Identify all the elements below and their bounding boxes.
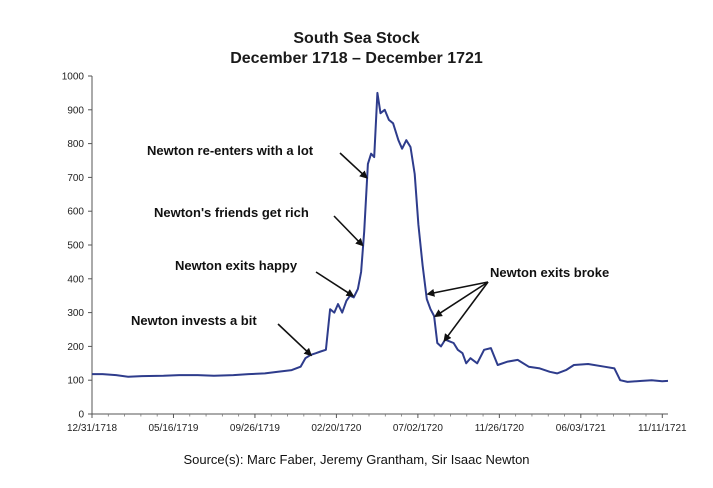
annotation-arrow (277, 323, 313, 357)
annotation-arrow (333, 215, 364, 247)
x-tick-label: 07/02/1720 (393, 423, 443, 434)
x-tick-label: 11/11/1721 (638, 423, 687, 434)
x-tick-label: 12/31/1718 (67, 423, 117, 434)
chart-subtitle: December 1718 – December 1721 (230, 50, 483, 67)
annotation-label: Newton exits happy (175, 258, 298, 273)
y-tick-label: 500 (67, 241, 84, 252)
annotation-arrow (315, 271, 355, 297)
x-tick-label: 02/20/1720 (311, 423, 361, 434)
annotation-arrow (339, 152, 368, 179)
x-tick-label: 05/16/1719 (148, 423, 198, 434)
y-tick-label: 400 (67, 274, 84, 285)
annotation-label: Newton re-enters with a lot (147, 143, 314, 158)
series-line (92, 91, 669, 383)
x-tick-label: 06/03/1721 (556, 423, 606, 434)
chart-title: South Sea Stock (293, 30, 420, 47)
y-tick-label: 600 (67, 207, 84, 218)
annotation-arrow (443, 281, 489, 342)
annotation-arrow (426, 281, 489, 297)
x-tick-label: 09/26/1719 (230, 423, 280, 434)
annotation-arrow (434, 281, 489, 318)
y-tick-label: 100 (67, 376, 84, 387)
y-tick-label: 0 (78, 410, 84, 421)
source-note: Source(s): Marc Faber, Jeremy Grantham, … (183, 452, 530, 467)
x-tick-label: 11/26/1720 (475, 423, 525, 434)
y-tick-label: 800 (67, 139, 84, 150)
annotation-label: Newton exits broke (490, 265, 609, 280)
y-tick-label: 1000 (62, 72, 85, 83)
y-tick-label: 200 (67, 342, 84, 353)
y-tick-label: 300 (67, 308, 84, 319)
annotation-label: Newton's friends get rich (154, 205, 309, 220)
y-tick-label: 900 (67, 105, 84, 116)
y-tick-label: 700 (67, 173, 84, 184)
annotation-label: Newton invests a bit (131, 313, 257, 328)
